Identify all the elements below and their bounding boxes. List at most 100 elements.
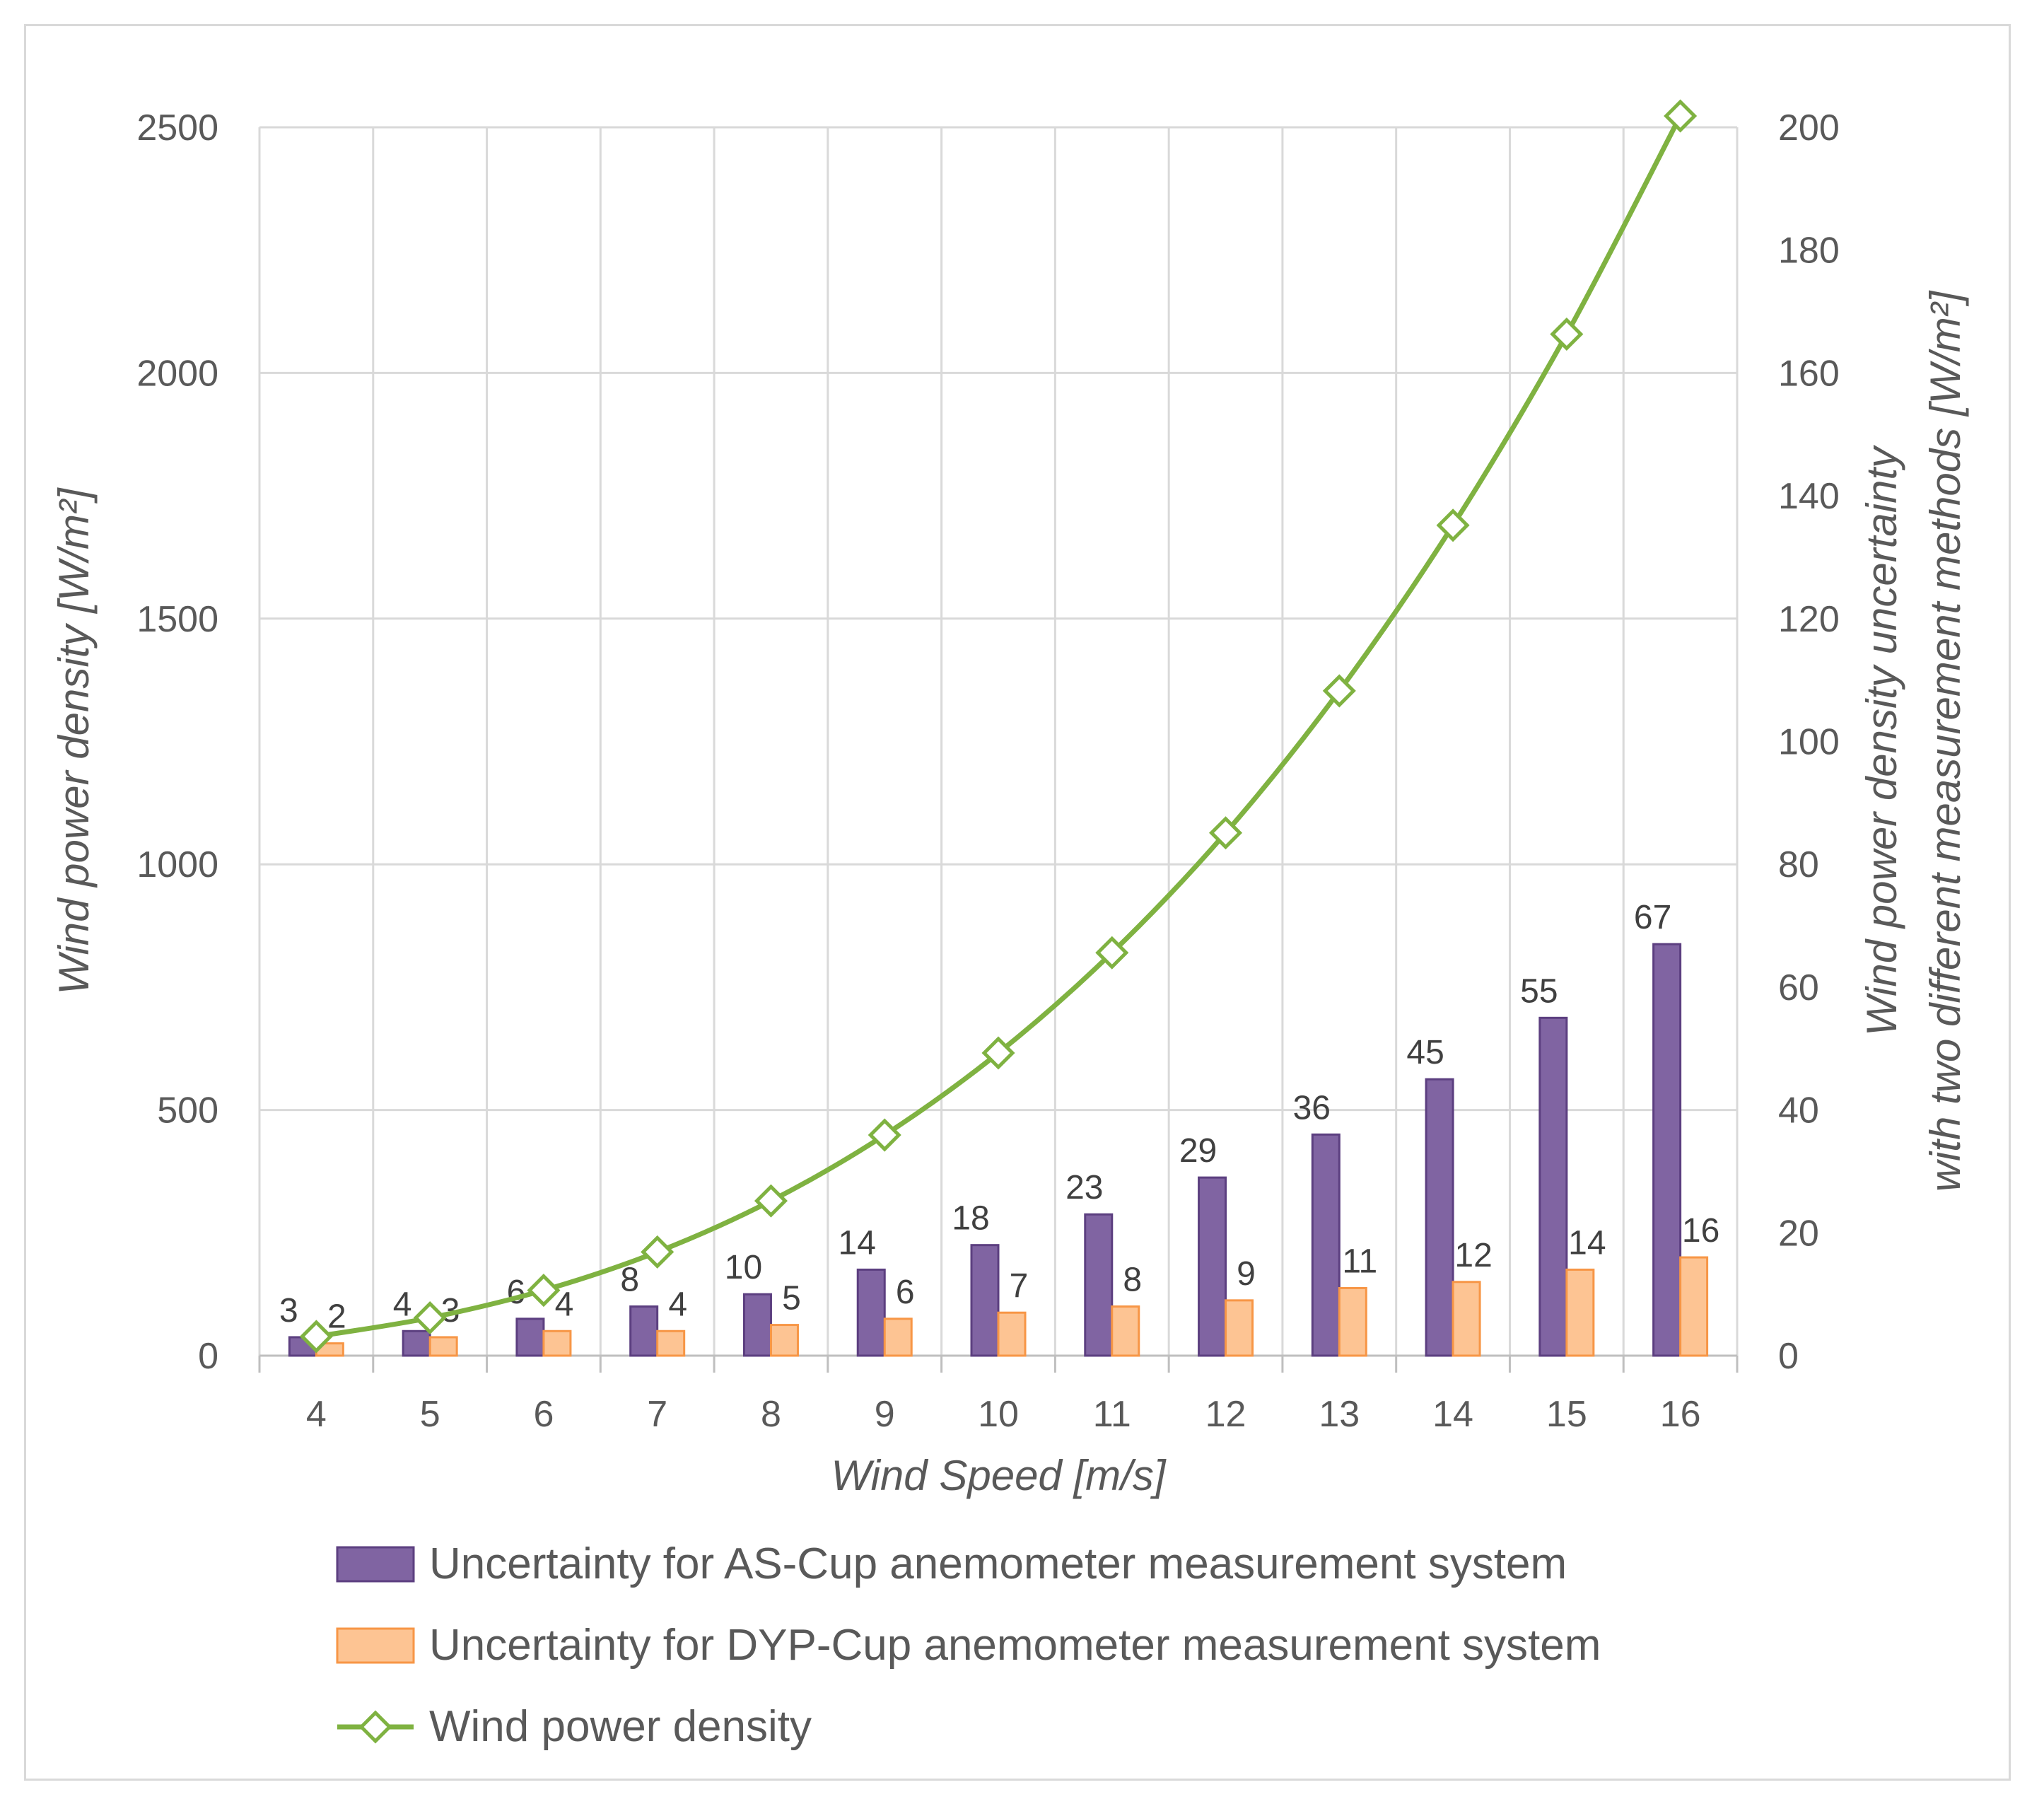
- bar-dyp-cup: [656, 1329, 686, 1357]
- chart: 0 500 1000 1500 2000 2500 0 20 40 60 80 100 120 140 16…: [50, 99, 1969, 1751]
- bar-as-cup: [742, 1293, 772, 1357]
- bar-dyp-cup: [883, 1317, 913, 1357]
- line-wind-power-density: [315, 115, 1683, 1339]
- x-tick-label: 4: [306, 1394, 327, 1435]
- bar-as-cup: [970, 1244, 1000, 1357]
- line-marker: [981, 1036, 1015, 1070]
- bar-dyp-cup: [1452, 1281, 1481, 1357]
- legend-swatch-as-cup: [336, 1546, 415, 1583]
- bar-label-as-cup: 8: [620, 1262, 639, 1299]
- bar-label-dyp-cup: 4: [668, 1286, 687, 1323]
- y-left-tick-label: 500: [157, 1090, 218, 1131]
- x-tick-label: 12: [1205, 1394, 1246, 1435]
- bar-label-dyp-cup: 12: [1454, 1237, 1492, 1274]
- bar-as-cup: [629, 1305, 659, 1357]
- line-marker: [1209, 816, 1243, 850]
- bar-label-dyp-cup: 9: [1237, 1255, 1256, 1293]
- x-tick-label: 13: [1319, 1394, 1360, 1435]
- bar-label-as-cup: 55: [1520, 972, 1558, 1010]
- y-right-tick-label: 60: [1778, 967, 1819, 1008]
- bar-label-as-cup: 10: [725, 1249, 762, 1286]
- y-right-tick-label: 40: [1778, 1090, 1819, 1131]
- y-right-tick-label: 0: [1778, 1336, 1799, 1377]
- x-tick-label: 14: [1432, 1394, 1473, 1435]
- y-right-tick-label: 100: [1778, 722, 1840, 763]
- bar-as-cup: [1311, 1133, 1341, 1357]
- line-marker: [413, 1300, 447, 1335]
- y-left-axis-title: Wind power density [W/m²]: [50, 487, 98, 995]
- bar-label-as-cup: 14: [839, 1224, 876, 1262]
- bar-dyp-cup: [542, 1329, 572, 1357]
- chart-frame: 0 500 1000 1500 2000 2500 0 20 40 60 80 100 120 140 16…: [24, 24, 2011, 1781]
- bar-dyp-cup: [1679, 1256, 1709, 1357]
- x-tick-label: 16: [1660, 1394, 1701, 1435]
- bar-label-as-cup: 18: [952, 1200, 989, 1238]
- line-marker: [527, 1274, 561, 1308]
- legend-marker-line: [358, 1710, 392, 1744]
- bar-label-dyp-cup: 16: [1682, 1212, 1719, 1250]
- bar-as-cup: [856, 1268, 886, 1357]
- bar-as-cup: [1198, 1176, 1227, 1357]
- y-right-axis-title-line1: Wind power density uncertainty: [1858, 444, 1905, 1036]
- bar-dyp-cup: [1338, 1286, 1367, 1357]
- y-right-tick-label: 120: [1778, 599, 1840, 640]
- y-right-tick-label: 80: [1778, 844, 1819, 885]
- bar-dyp-cup: [997, 1311, 1027, 1357]
- bar-label-as-cup: 23: [1065, 1169, 1103, 1206]
- x-tick-label: 8: [761, 1394, 781, 1435]
- bar-dyp-cup: [1565, 1268, 1595, 1357]
- bar-label-dyp-cup: 6: [896, 1274, 915, 1311]
- y-left-tick-label: 1000: [136, 844, 218, 885]
- line-marker: [299, 1320, 333, 1354]
- legend-label-as-cup: Uncertainty for AS-Cup anemometer measur…: [429, 1540, 1567, 1588]
- x-tick-label: 15: [1546, 1394, 1587, 1435]
- bar-as-cup: [402, 1329, 431, 1357]
- x-tick-label: 6: [533, 1394, 554, 1435]
- x-axis-title: Wind Speed [m/s]: [831, 1452, 1167, 1499]
- line-marker: [1322, 674, 1356, 708]
- bar-dyp-cup: [1111, 1305, 1140, 1357]
- bar-label-dyp-cup: 2: [327, 1298, 346, 1336]
- x-tick-label: 5: [420, 1394, 440, 1435]
- bar-label-dyp-cup: 7: [1010, 1267, 1029, 1305]
- y-right-tick-label: 180: [1778, 231, 1840, 272]
- bar-dyp-cup: [1225, 1299, 1254, 1357]
- x-tick-label: 7: [647, 1394, 667, 1435]
- line-marker: [754, 1184, 788, 1218]
- x-tick-label: 11: [1093, 1394, 1131, 1435]
- line-marker: [1095, 936, 1129, 970]
- bar-as-cup: [1652, 943, 1682, 1357]
- bar-label-as-cup: 29: [1179, 1132, 1217, 1170]
- bar-label-as-cup: 67: [1634, 899, 1671, 936]
- x-tick-label: 10: [978, 1394, 1019, 1435]
- line-marker: [641, 1235, 674, 1269]
- bar-label-dyp-cup: 8: [1123, 1262, 1142, 1299]
- bar-label-dyp-cup: 14: [1568, 1224, 1606, 1262]
- bar-label-dyp-cup: 11: [1342, 1243, 1377, 1280]
- legend-label-wind-power-density: Wind power density: [429, 1702, 812, 1751]
- legend-label-dyp-cup: Uncertainty for DYP-Cup anemometer measu…: [429, 1621, 1601, 1670]
- y-right-tick-label: 140: [1778, 476, 1840, 517]
- bar-as-cup: [1538, 1016, 1568, 1357]
- bar-dyp-cup: [428, 1336, 458, 1357]
- line-marker: [1436, 508, 1470, 542]
- bar-as-cup: [1425, 1078, 1454, 1357]
- line-marker: [868, 1118, 901, 1152]
- bar-as-cup: [1084, 1213, 1114, 1357]
- y-left-tick-label: 2000: [136, 353, 218, 394]
- y-right-tick-label: 160: [1778, 353, 1840, 394]
- bar-label-as-cup: 3: [279, 1292, 298, 1329]
- bar-label-as-cup: 6: [507, 1274, 526, 1311]
- line-marker: [1664, 99, 1698, 133]
- legend-swatch-dyp-cup: [336, 1627, 415, 1664]
- y-left-tick-label: 1500: [136, 599, 218, 640]
- line-marker: [1550, 317, 1584, 351]
- bar-label-as-cup: 4: [393, 1286, 412, 1323]
- bar-dyp-cup: [769, 1324, 799, 1357]
- y-right-axis-title-line2: with two different measurement methods […: [1922, 290, 1969, 1192]
- y-left-tick-label: 0: [198, 1336, 218, 1377]
- y-right-tick-label: 20: [1778, 1213, 1819, 1254]
- bar-label-dyp-cup: 5: [782, 1280, 801, 1317]
- bar-label-as-cup: 36: [1293, 1089, 1331, 1127]
- x-tick-label: 9: [875, 1394, 895, 1435]
